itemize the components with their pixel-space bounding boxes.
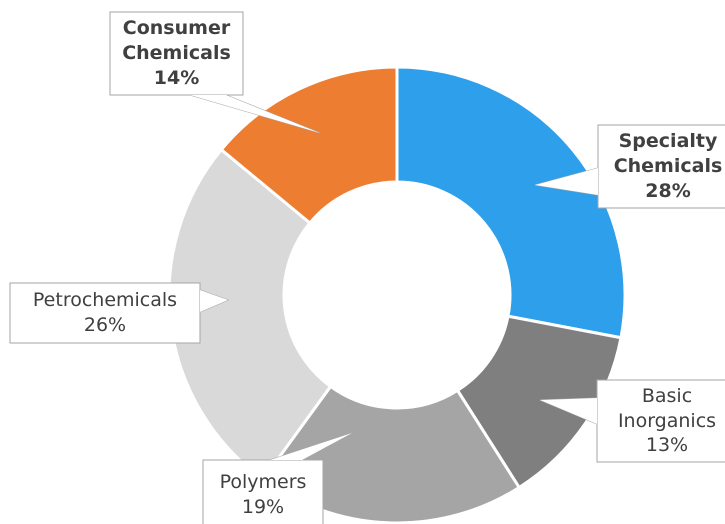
callout-joint (190, 95, 320, 133)
callout-joint (270, 433, 352, 460)
value-label: 14% (153, 66, 200, 89)
data-label: Petrochemicals 26% (10, 283, 200, 343)
category-label: Petrochemicals (32, 289, 178, 312)
callout-joint (540, 398, 597, 424)
callout-box (202, 459, 324, 524)
callout-joint (200, 290, 228, 312)
category-label: Basic Inorganics (617, 384, 717, 432)
category-label: Specialty Chemicals (613, 130, 723, 178)
callout-box (597, 124, 725, 209)
data-label: Basic Inorganics 13% (597, 380, 725, 462)
category-label: Consumer Chemicals (122, 17, 231, 65)
data-label: Specialty Chemicals 28% (598, 125, 725, 208)
callout-joint (535, 168, 598, 195)
category-label: Polymers (219, 471, 307, 494)
value-label: 28% (645, 179, 691, 202)
data-label: Polymers 19% (203, 460, 323, 524)
donut-segment (167, 147, 333, 482)
value-label: 19% (241, 496, 285, 518)
callout-box (9, 282, 201, 344)
value-label: 13% (645, 434, 689, 457)
donut-segment (395, 65, 627, 340)
value-label: 26% (83, 314, 127, 336)
callout-box (109, 11, 244, 96)
data-label: Consumer Chemicals 14% (110, 12, 243, 95)
